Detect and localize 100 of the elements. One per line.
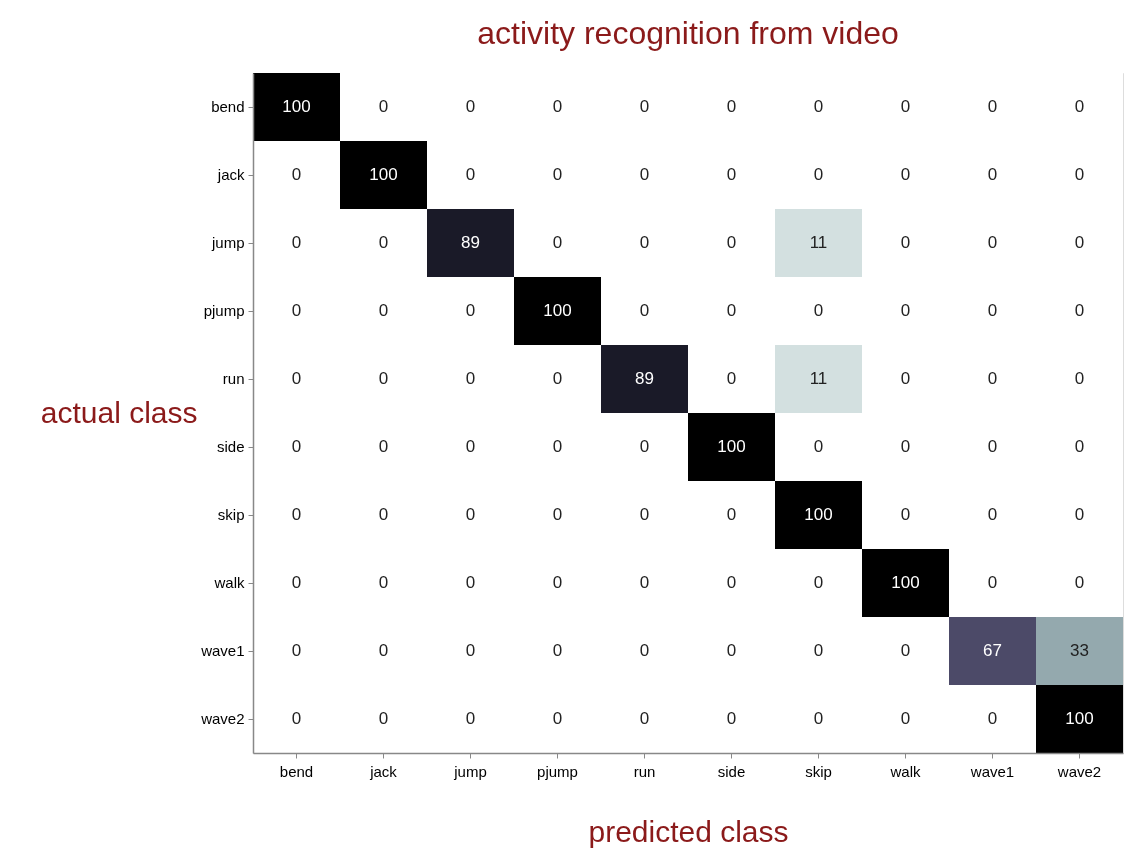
data-label: 0 (465, 505, 476, 524)
data-label: 0 (900, 165, 911, 184)
data-label: 0 (1074, 165, 1085, 184)
data-label: 0 (987, 437, 998, 456)
y-axis-title: actual class (40, 395, 198, 429)
data-label: 0 (552, 505, 563, 524)
data-label: 0 (987, 97, 998, 116)
y-tick-label: bend (211, 98, 245, 115)
data-label: 0 (900, 505, 911, 524)
data-label: 0 (813, 437, 824, 456)
data-label: 0 (900, 709, 911, 728)
data-label: 0 (726, 369, 737, 388)
data-label: 0 (639, 437, 650, 456)
data-label: 89 (461, 233, 480, 252)
data-label: 0 (378, 641, 389, 660)
data-label: 100 (717, 437, 746, 456)
data-label: 0 (639, 709, 650, 728)
data-label: 0 (987, 369, 998, 388)
data-label: 0 (813, 301, 824, 320)
chart-title: activity recognition from video (477, 15, 899, 51)
x-tick-label: skip (805, 762, 832, 780)
x-tick-label: jump (453, 762, 487, 780)
data-label: 0 (378, 97, 389, 116)
data-label: 0 (465, 573, 476, 592)
x-tick-label: wave1 (969, 762, 1015, 780)
data-label: 0 (378, 301, 389, 320)
data-label: 0 (291, 233, 302, 252)
data-label: 0 (1074, 573, 1085, 592)
data-label: 0 (378, 573, 389, 592)
y-tick-label: jack (216, 166, 245, 183)
data-label: 0 (987, 233, 998, 252)
data-label: 0 (726, 97, 737, 116)
y-tick-label: walk (213, 574, 245, 591)
y-tick-label: wave1 (200, 642, 245, 659)
data-label: 0 (291, 165, 302, 184)
data-label: 0 (900, 437, 911, 456)
data-label: 100 (804, 505, 833, 524)
data-label: 0 (291, 505, 302, 524)
data-label: 0 (639, 301, 650, 320)
x-axis-title: predicted class (588, 814, 789, 848)
data-label: 0 (639, 573, 650, 592)
x-tick-label: jack (369, 762, 398, 780)
data-label: 0 (900, 369, 911, 388)
x-tick-label: run (633, 762, 656, 780)
data-label: 0 (465, 97, 476, 116)
data-label: 0 (465, 369, 476, 388)
data-label: 100 (891, 573, 920, 592)
data-label: 0 (639, 165, 650, 184)
data-label: 0 (552, 233, 563, 252)
data-label: 0 (378, 233, 389, 252)
data-label: 0 (1074, 437, 1085, 456)
data-label: 0 (378, 505, 389, 524)
data-label: 0 (726, 165, 737, 184)
data-label: 0 (291, 641, 302, 660)
data-label: 100 (369, 165, 398, 184)
data-label: 0 (813, 97, 824, 116)
x-tick-label: walk (889, 762, 921, 780)
x-tick-label: wave2 (1056, 762, 1102, 780)
y-tick-label: skip (217, 506, 245, 523)
data-label: 0 (1074, 505, 1085, 524)
data-label: 0 (552, 97, 563, 116)
x-tick-label: bend (279, 762, 314, 780)
data-label: 0 (987, 709, 998, 728)
data-label: 0 (552, 437, 563, 456)
data-label: 0 (1074, 97, 1085, 116)
data-label: 0 (291, 437, 302, 456)
data-label: 100 (282, 97, 311, 116)
data-label: 0 (552, 641, 563, 660)
data-label: 0 (726, 641, 737, 660)
data-label: 0 (639, 641, 650, 660)
data-label: 0 (465, 165, 476, 184)
data-label: 0 (552, 709, 563, 728)
data-label: 0 (1074, 301, 1085, 320)
data-label: 0 (378, 369, 389, 388)
data-label: 0 (987, 301, 998, 320)
data-label: 33 (1070, 641, 1089, 660)
data-label: 0 (378, 709, 389, 728)
data-label: 0 (726, 301, 737, 320)
data-label: 0 (639, 97, 650, 116)
data-label: 0 (900, 97, 911, 116)
data-label: 100 (543, 301, 572, 320)
data-label: 0 (813, 641, 824, 660)
data-label: 0 (552, 165, 563, 184)
y-tick-label: jump (210, 234, 245, 251)
data-label: 0 (291, 369, 302, 388)
data-label: 0 (465, 437, 476, 456)
y-tick-label: run (222, 370, 245, 387)
data-label: 0 (900, 233, 911, 252)
data-label: 0 (987, 573, 998, 592)
data-label: 0 (465, 709, 476, 728)
data-label: 0 (726, 233, 737, 252)
data-label: 0 (639, 505, 650, 524)
data-label: 0 (465, 301, 476, 320)
data-label: 0 (639, 233, 650, 252)
data-label: 100 (1065, 709, 1094, 728)
data-label: 0 (465, 641, 476, 660)
data-label: 0 (813, 709, 824, 728)
data-label: 0 (1074, 369, 1085, 388)
data-label: 0 (900, 641, 911, 660)
data-label: 0 (552, 573, 563, 592)
